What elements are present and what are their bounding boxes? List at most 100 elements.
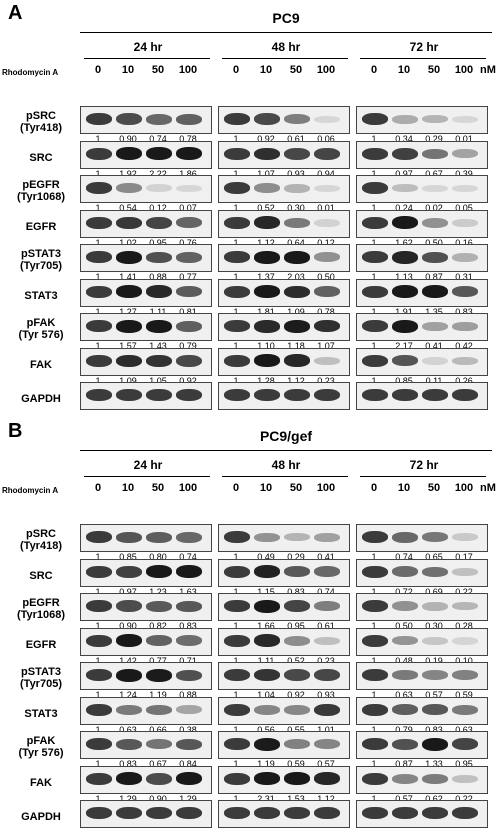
band (86, 354, 112, 367)
band-value: 1 (95, 655, 101, 666)
band (146, 704, 172, 715)
title-underline (80, 450, 492, 451)
band-value: 1 (371, 793, 377, 804)
blot-stat3 (218, 278, 350, 307)
band-value: 0.01 (455, 134, 473, 144)
band-value: 1.29 (179, 793, 197, 804)
band-value: 0.77 (149, 655, 167, 666)
band-value: 0.59 (287, 759, 305, 769)
band-value: 0.22 (455, 586, 473, 597)
band (116, 600, 142, 612)
band-value: 0.63 (119, 724, 137, 735)
band-value: 0.66 (149, 724, 167, 735)
band (392, 355, 418, 366)
row-label-line: EGFR (25, 220, 57, 233)
band (224, 669, 250, 681)
band (362, 216, 388, 229)
band (362, 113, 388, 125)
band-value: 1 (233, 237, 239, 248)
timepoint-label: 24 hr (133, 458, 163, 472)
band-value: 0.87 (425, 272, 443, 282)
blot-fak (80, 765, 212, 794)
blot-psrc (356, 106, 488, 134)
band (422, 148, 448, 159)
band (422, 285, 448, 298)
band-value: 1 (371, 724, 377, 735)
band (224, 182, 250, 194)
band (314, 184, 340, 192)
band (362, 531, 388, 543)
band (284, 183, 310, 193)
band (224, 807, 250, 819)
band (452, 321, 478, 331)
band (314, 772, 340, 785)
band-value: 0.76 (179, 237, 197, 248)
band-value: 0.30 (287, 203, 305, 213)
band (452, 184, 478, 192)
band (224, 703, 250, 716)
band-value: 1 (95, 272, 101, 282)
band-value: 1 (233, 552, 239, 562)
band (146, 184, 172, 192)
band-value: 0.72 (395, 586, 413, 597)
band-value: 1.10 (257, 341, 275, 351)
band (392, 670, 418, 680)
band-value: 1 (95, 375, 101, 386)
band (284, 772, 310, 785)
band-value: 1.11 (257, 655, 275, 666)
timepoint-underline (222, 58, 348, 59)
band-value: 0.97 (395, 168, 413, 179)
band (392, 738, 418, 750)
band (452, 807, 478, 819)
band-value: 0.69 (425, 586, 443, 597)
band-value: 2.22 (149, 168, 167, 179)
band (392, 319, 418, 333)
band-value: 0.30 (425, 621, 443, 631)
band (86, 738, 112, 750)
row-label-stat3: STAT3 (2, 290, 80, 302)
band (146, 807, 172, 819)
band-value: 1 (95, 341, 101, 351)
row-label-psrc: pSRC (Tyr418) (2, 528, 80, 552)
blot-psrc (218, 524, 350, 552)
band-value: 1 (371, 134, 377, 144)
concentration-label: 0 (94, 64, 102, 76)
band (254, 183, 280, 193)
band-value: 0.41 (425, 341, 443, 351)
band-value: 0.90 (149, 793, 167, 804)
band (284, 354, 310, 367)
band (452, 286, 478, 297)
band-value: 1 (371, 306, 377, 317)
band (224, 320, 250, 332)
blot-src (356, 558, 488, 587)
band-value: 1.09 (119, 375, 137, 386)
blot-gapdh (218, 382, 350, 410)
band (224, 565, 250, 578)
row-label-site: (Tyr705) (20, 678, 62, 690)
band-value: 0.67 (149, 759, 167, 769)
row-label-line: SRC (29, 151, 53, 164)
band (422, 115, 448, 123)
blot-src (80, 558, 212, 587)
row-label-fak: FAK (2, 359, 80, 371)
band-value: 1.18 (287, 341, 305, 351)
band-value: 0.78 (179, 134, 197, 144)
band-value: 0.85 (395, 375, 413, 386)
band (314, 389, 340, 401)
band-value: 1 (233, 586, 239, 597)
band (224, 251, 250, 263)
concentration-label: 100 (454, 64, 474, 76)
band-value: 0.74 (149, 134, 167, 144)
band (284, 533, 310, 541)
band-value: 0.41 (317, 552, 335, 562)
band-value: 1.86 (179, 168, 197, 179)
band-value: 0.64 (287, 237, 305, 248)
band (254, 669, 280, 681)
band (452, 738, 478, 750)
band (176, 184, 202, 192)
band (392, 773, 418, 784)
band (314, 532, 340, 542)
blot-egfr (80, 627, 212, 656)
band (422, 807, 448, 819)
band (116, 319, 142, 333)
